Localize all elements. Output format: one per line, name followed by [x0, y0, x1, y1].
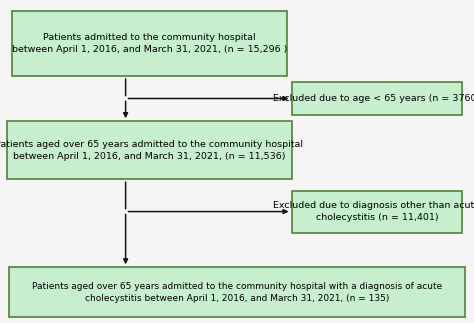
FancyBboxPatch shape	[292, 82, 462, 115]
Text: Patients aged over 65 years admitted to the community hospital with a diagnosis : Patients aged over 65 years admitted to …	[32, 282, 442, 303]
FancyBboxPatch shape	[9, 267, 465, 317]
FancyBboxPatch shape	[292, 191, 462, 233]
Text: Excluded due to diagnosis other than acute
cholecystitis (n = 11,401): Excluded due to diagnosis other than acu…	[273, 201, 474, 222]
Text: Excluded due to age < 65 years (n = 3760): Excluded due to age < 65 years (n = 3760…	[273, 94, 474, 103]
FancyBboxPatch shape	[12, 11, 287, 76]
Text: Patients admitted to the community hospital
between April 1, 2016, and March 31,: Patients admitted to the community hospi…	[12, 33, 287, 54]
Text: Patients aged over 65 years admitted to the community hospital
between April 1, : Patients aged over 65 years admitted to …	[0, 140, 303, 161]
FancyBboxPatch shape	[7, 121, 292, 179]
